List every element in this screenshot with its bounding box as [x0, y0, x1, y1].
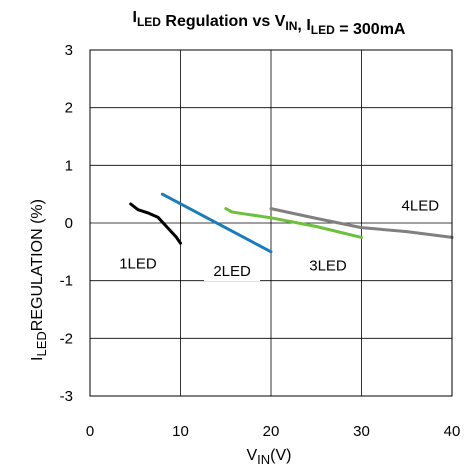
x-tick-label: 20: [263, 423, 280, 440]
series-label-1led: 1LED: [119, 256, 157, 273]
x-tick-label: 30: [353, 423, 370, 440]
x-tick-label: 40: [444, 423, 461, 440]
series-line-3led: [224, 207, 363, 239]
series-label-bg: [300, 253, 357, 276]
series-labels: 1LED 2LED 3LED 4LED: [109, 193, 449, 282]
y-tick-label: 3: [65, 42, 73, 59]
grid: [90, 50, 452, 396]
series-label-3led: 3LED: [309, 257, 347, 274]
y-tick-label: -1: [60, 273, 73, 290]
chart-title: ILED Regulation vs VIN, ILED = 300mA: [133, 9, 406, 38]
series-line-2led: [160, 192, 273, 254]
series-label-bg: [392, 193, 449, 216]
x-axis-label: VIN(V): [247, 447, 292, 467]
series-label-bg: [109, 251, 166, 274]
series-label-bg: [204, 259, 261, 282]
y-tick-label: -3: [60, 388, 73, 405]
y-tick-label: -2: [60, 330, 73, 347]
y-tick-label: 1: [65, 157, 73, 174]
x-tick-label: 10: [172, 423, 189, 440]
y-tick-label: 2: [65, 100, 73, 117]
x-tick-label: 0: [86, 423, 94, 440]
series-label-4led: 4LED: [402, 197, 440, 214]
series-line-1led: [129, 202, 182, 245]
series-line-4led: [269, 207, 454, 239]
series-label-2led: 2LED: [213, 263, 251, 280]
series-layer: [129, 192, 454, 254]
plot-frame: [89, 49, 453, 397]
y-tick-label: 0: [65, 215, 73, 232]
y-axis-label: ILEDREGULATION (%): [29, 199, 49, 361]
